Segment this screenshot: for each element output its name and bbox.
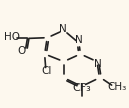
Text: CH₃: CH₃ [107,82,127,92]
Text: CF₃: CF₃ [72,83,91,93]
Text: O: O [18,46,26,56]
Text: N: N [94,59,102,69]
Text: N: N [75,35,83,45]
Text: HO: HO [4,33,20,42]
Text: N: N [59,24,66,34]
Text: Cl: Cl [41,66,51,76]
